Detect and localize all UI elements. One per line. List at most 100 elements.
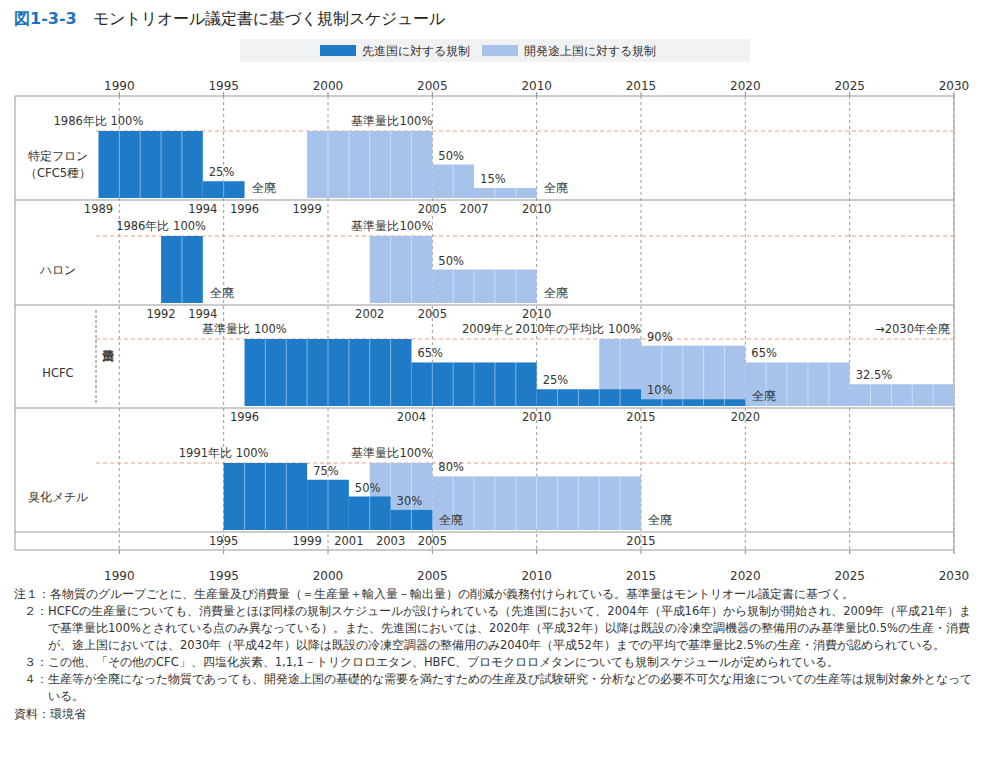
year-divider bbox=[599, 389, 600, 406]
year-divider bbox=[348, 339, 349, 406]
value-label: 10% bbox=[647, 383, 673, 397]
year-divider bbox=[453, 165, 454, 199]
end-label: 全廃 bbox=[252, 181, 276, 195]
year-divider bbox=[494, 270, 495, 304]
value-label: 50% bbox=[355, 481, 381, 495]
year-divider bbox=[494, 362, 495, 406]
value-label: 15% bbox=[480, 172, 506, 186]
year-divider bbox=[494, 188, 495, 198]
bars bbox=[98, 131, 954, 530]
value-label: 25% bbox=[209, 165, 235, 179]
year-divider bbox=[515, 270, 516, 304]
year-divider bbox=[724, 346, 725, 406]
tick-label: 2025 bbox=[834, 79, 865, 93]
year-divider bbox=[474, 362, 475, 406]
year-label: 1992 bbox=[146, 307, 175, 321]
note: 注１：各物質のグループごとに、生産量及び消費量（＝生産量＋輸入量－輸出量）の削減… bbox=[14, 586, 976, 603]
year-divider bbox=[536, 476, 537, 530]
bar-segment bbox=[641, 399, 745, 406]
year-divider bbox=[494, 476, 495, 530]
year-label: 1995 bbox=[209, 534, 238, 548]
year-label: 2003 bbox=[376, 534, 405, 548]
value-label: 65% bbox=[751, 346, 777, 360]
row-label: ハロン bbox=[39, 263, 76, 277]
year-divider bbox=[474, 476, 475, 530]
baseline-label: 基準量比 100% bbox=[202, 322, 287, 336]
year-divider bbox=[515, 476, 516, 530]
note-text: 生産等が全廃になった物質であっても、開発途上国の基礎的な需要を満たすための生産及… bbox=[48, 671, 976, 705]
year-divider bbox=[891, 384, 892, 406]
year-divider bbox=[390, 131, 391, 198]
tick-label: 2015 bbox=[626, 79, 657, 93]
row-label: （CFC5種） bbox=[25, 166, 91, 180]
year-divider bbox=[787, 362, 788, 406]
year-divider bbox=[620, 389, 621, 406]
year-divider bbox=[119, 131, 120, 198]
tick-label: 1995 bbox=[208, 79, 239, 93]
tick-label: 1995 bbox=[208, 569, 239, 583]
year-divider bbox=[369, 497, 370, 531]
year-label: 2010 bbox=[522, 307, 551, 321]
year-divider bbox=[286, 339, 287, 406]
tick-label: 2005 bbox=[417, 79, 448, 93]
baseline-label: 1986年比 100% bbox=[116, 219, 206, 233]
row-separator bbox=[15, 305, 954, 306]
bar-segment bbox=[474, 188, 537, 198]
year-divider bbox=[828, 362, 829, 406]
bar-segment bbox=[307, 131, 432, 198]
bar-segment bbox=[224, 463, 307, 530]
end-label: 全廃 bbox=[439, 513, 463, 527]
year-label: 1999 bbox=[292, 202, 321, 216]
year-label: 1994 bbox=[188, 307, 217, 321]
tick-label: 2030 bbox=[939, 569, 970, 583]
row-label: HCFC bbox=[42, 366, 73, 380]
year-divider bbox=[411, 510, 412, 530]
note-label: ３： bbox=[14, 654, 48, 671]
tick-label: 2005 bbox=[417, 569, 448, 583]
baseline-label: 基準量比100% bbox=[351, 114, 432, 128]
row-label: 臭化メチル bbox=[28, 490, 88, 504]
year-divider bbox=[578, 476, 579, 530]
bar-segment bbox=[98, 131, 202, 198]
tick-mark bbox=[641, 550, 642, 554]
note: ３：この他、「その他のCFC」、四塩化炭素、1,1,1－トリクロロエタン、HBF… bbox=[14, 654, 976, 671]
grid-line bbox=[849, 96, 850, 550]
tick-label: 2025 bbox=[834, 569, 865, 583]
tick-mark bbox=[223, 550, 224, 554]
bar-segment bbox=[745, 362, 849, 406]
grid-line bbox=[328, 96, 329, 550]
year-label: 2002 bbox=[355, 307, 384, 321]
note-label: ４： bbox=[14, 671, 48, 705]
year-divider bbox=[328, 480, 329, 530]
row-label: 特定フロン bbox=[28, 149, 88, 163]
year-divider bbox=[682, 399, 683, 406]
note-label: 注１： bbox=[14, 586, 50, 603]
year-divider bbox=[599, 476, 600, 530]
value-label: 50% bbox=[438, 254, 464, 268]
bar-segment bbox=[307, 480, 349, 530]
year-divider bbox=[578, 389, 579, 406]
grid-line bbox=[745, 96, 746, 550]
plot-frame bbox=[15, 96, 954, 550]
baseline-label: 1991年比 100% bbox=[179, 446, 269, 460]
bar-segment bbox=[432, 165, 474, 199]
year-label: 2005 bbox=[418, 202, 447, 216]
note-text: HCFCの生産量についても、消費量とほぼ同様の規制スケジュールが設けられている（… bbox=[48, 603, 976, 654]
sub-label-line bbox=[96, 310, 97, 404]
year-divider bbox=[933, 384, 934, 406]
year-divider bbox=[161, 131, 162, 198]
legend-box bbox=[240, 39, 750, 62]
year-label: 1996 bbox=[230, 410, 259, 424]
note-text: この他、「その他のCFC」、四塩化炭素、1,1,1－トリクロロエタン、HBFC、… bbox=[48, 654, 976, 671]
grid-line bbox=[954, 96, 955, 550]
title-number: 図1-3-3 bbox=[14, 9, 77, 28]
labels: 特定フロン （CFC5種） 1986年比 100% 25% 全廃 基準量比100% 50% 1… bbox=[25, 114, 950, 548]
baseline-label: 1986年比 100% bbox=[54, 114, 144, 128]
year-divider bbox=[807, 362, 808, 406]
bar-segment bbox=[641, 346, 745, 406]
year-divider bbox=[328, 131, 329, 198]
bar-segment bbox=[537, 389, 641, 406]
year-label: 2020 bbox=[731, 410, 760, 424]
year-divider bbox=[703, 399, 704, 406]
tick-label: 1990 bbox=[104, 79, 135, 93]
